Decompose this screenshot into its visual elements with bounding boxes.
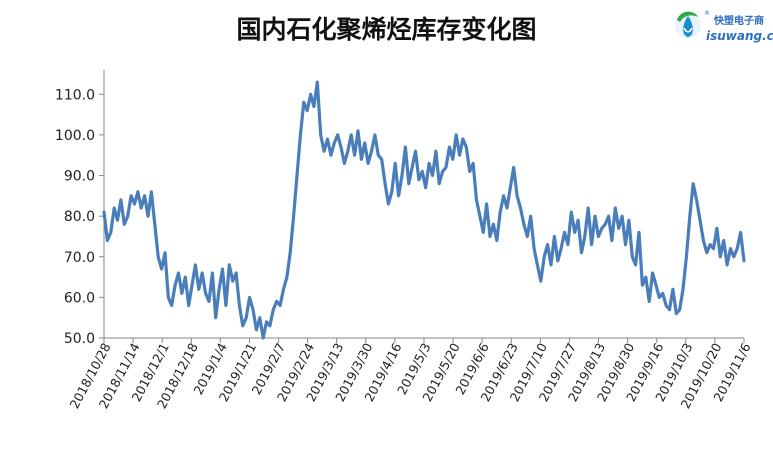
brand-logo-name: 快塑电子商	[713, 14, 764, 27]
y-tick-label: 50.0	[64, 331, 95, 347]
brand-logo-domain: isuwang.co	[706, 29, 773, 43]
inventory-series-line	[102, 80, 746, 340]
brand-logo-mark-icon	[675, 11, 701, 38]
y-tick-label: 110.0	[55, 87, 95, 103]
y-tick-label: 70.0	[64, 250, 95, 266]
brand-logo: ® 快塑电子商 isuwang.co	[675, 10, 773, 43]
y-tick-label: 80.0	[64, 209, 95, 225]
chart-title: 国内石化聚烯烃库存变化图	[236, 15, 537, 44]
y-tick-label: 100.0	[55, 128, 95, 144]
y-tick-label: 90.0	[64, 169, 95, 185]
y-tick-label: 60.0	[64, 290, 95, 306]
brand-logo-registered-mark: ®	[704, 10, 710, 17]
